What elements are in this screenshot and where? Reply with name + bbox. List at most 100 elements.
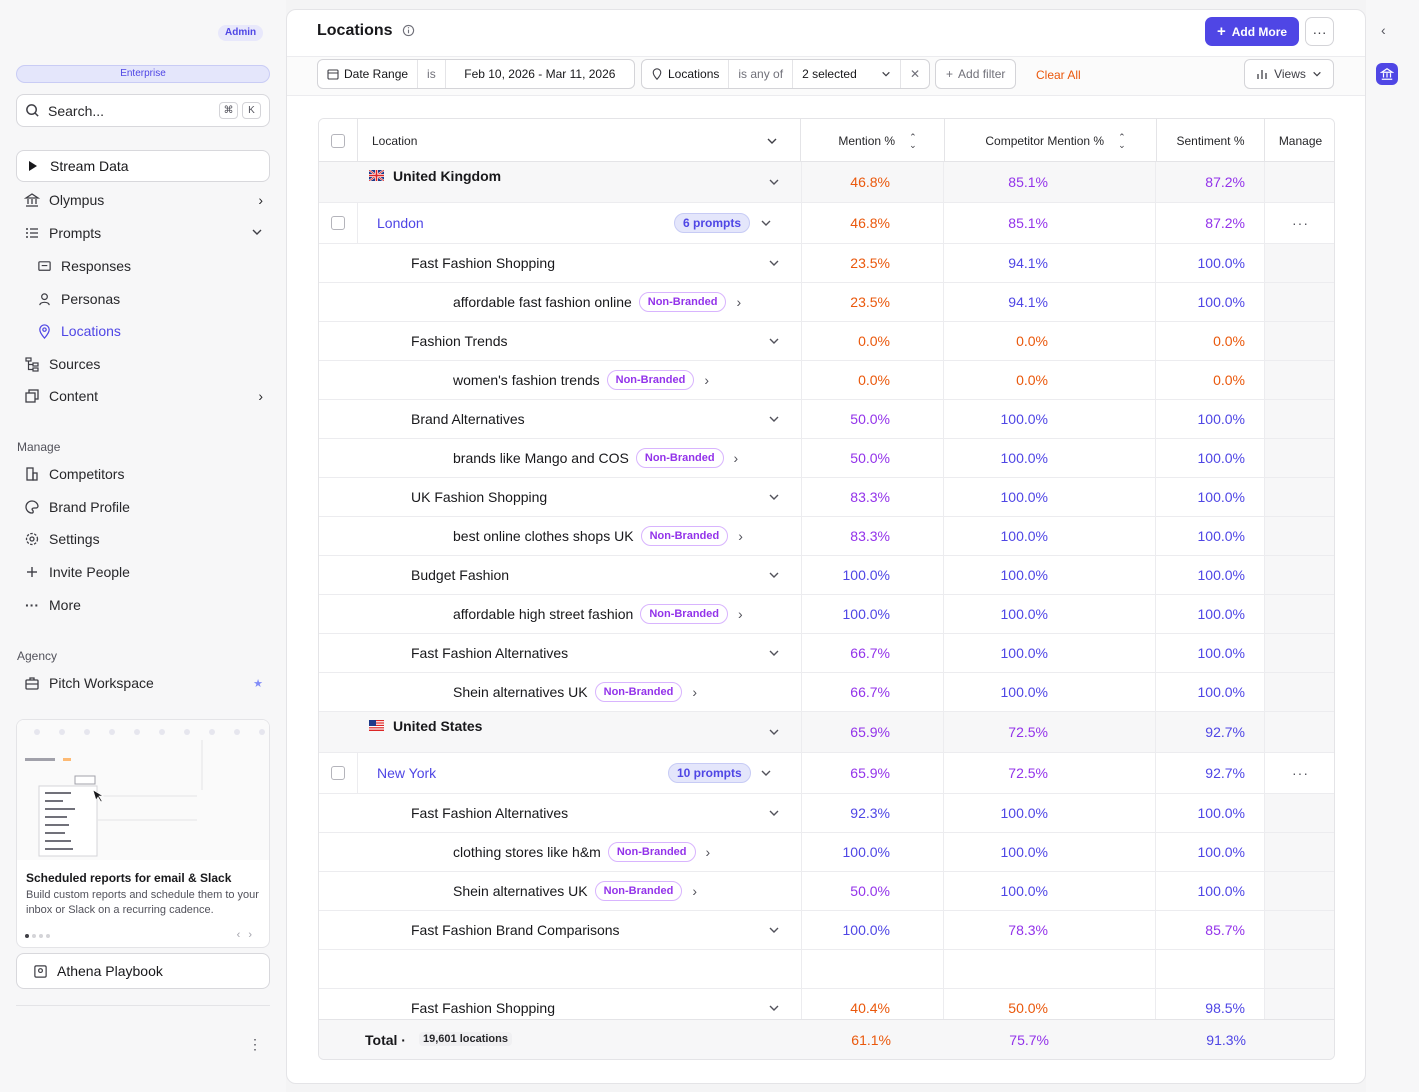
chevron-right-icon[interactable]: › [705,844,711,860]
table-row-topic[interactable]: Brand Alternatives 50.0% 100.0% 100.0% [319,400,1334,439]
column-location[interactable]: Location [358,119,801,162]
sentiment-value: 100.0% [1157,283,1265,321]
views-dropdown[interactable]: Views [1244,59,1334,89]
total-label: Total · [365,1032,406,1048]
info-icon[interactable] [402,24,415,40]
ellipsis-icon: ··· [25,597,39,613]
table-row-prompt[interactable]: women's fashion trends Non-Branded › 0.0% 0.… [319,361,1334,400]
chevron-right-icon[interactable]: › [733,450,739,466]
sidebar-item-invite-people[interactable]: Invite People [16,558,270,586]
non-branded-badge: Non-Branded [607,842,696,862]
table-row-topic[interactable]: Fast Fashion Alternatives 92.3% 100.0% 100.… [319,794,1334,833]
locations-filter-label[interactable]: Locations [642,60,730,88]
chevron-down-icon[interactable] [768,634,780,672]
chevron-down-icon[interactable] [768,794,780,832]
sidebar-item-brand-profile[interactable]: Brand Profile [16,493,270,521]
table-row-prompt[interactable]: best online clothes shops UK Non-Branded ›… [319,517,1334,556]
chevron-right-icon[interactable]: › [692,883,697,899]
row-checkbox[interactable] [319,753,358,793]
promo-card[interactable]: Scheduled reports for email & Slack Buil… [16,719,270,948]
table-row-topic[interactable]: Fast Fashion Shopping 40.4% 50.0% 98.5% [319,989,1334,1028]
chevron-down-icon[interactable] [768,989,780,1027]
sidebar-item-content[interactable]: Content › [16,382,270,410]
locations-filter-value[interactable]: 2 selected [793,60,901,88]
chevron-down-icon[interactable] [768,911,780,949]
athena-playbook-button[interactable]: Athena Playbook [16,953,270,989]
table-row-prompt[interactable]: affordable high street fashion Non-Brande… [319,595,1334,634]
remove-filter-icon[interactable]: ✕ [909,67,920,81]
sidebar-item-sources[interactable]: Sources [16,350,270,378]
table-row-topic[interactable]: Fast Fashion Brand Comparisons 100.0% 78.3… [319,911,1334,950]
chevron-down-icon[interactable] [768,478,780,516]
table-row-prompt[interactable]: clothing stores like h&m Non-Branded › 100.… [319,833,1334,872]
chevron-down-icon[interactable] [768,244,780,282]
table-row-prompt[interactable]: affordable fast fashion online Non-Brande… [319,283,1334,322]
row-checkbox[interactable] [319,203,358,243]
table-row-topic[interactable]: Fashion Trends 0.0% 0.0% 0.0% [319,322,1334,361]
add-filter-button[interactable]: + Add filter [935,59,1017,89]
sidebar-item-prompts[interactable]: Prompts [16,219,270,247]
chevron-down-icon[interactable] [760,753,772,793]
date-filter-operator[interactable]: is [418,60,446,88]
sidebar-item-locations[interactable]: Locations [28,317,270,345]
table-row-prompt[interactable]: brands like Mango and COS Non-Branded › 50.… [319,439,1334,478]
table-row-topic[interactable]: Fast Fashion Alternatives 66.7% 100.0% 100.… [319,634,1334,673]
table-row-topic[interactable]: UK Fashion Shopping 83.3% 100.0% 100.0% [319,478,1334,517]
chevron-down-icon[interactable] [768,162,780,202]
manage-cell [1265,595,1334,633]
sidebar-item-settings[interactable]: Settings [16,525,270,553]
chevron-right-icon[interactable]: › [737,606,743,622]
sidebar-item-more[interactable]: ··· More [16,591,270,619]
chevron-down-icon[interactable] [760,203,772,243]
table-row-location[interactable]: New York 10 prompts 65.9% 72.5% 92.7% ··· [319,753,1334,794]
table-row-prompt[interactable]: Shein alternatives UK Non-Branded › 66.7% 10… [319,673,1334,712]
carousel-arrows[interactable]: ‹› [236,929,260,941]
flag-us-icon [369,718,384,731]
date-filter-label[interactable]: Date Range [318,60,419,88]
chevron-down-icon[interactable] [768,322,780,360]
sentiment-value: 100.0% [1157,244,1265,282]
collapse-panel-icon[interactable]: ‹ [1381,22,1386,38]
vertical-ellipsis-icon[interactable]: ⋮ [248,1036,262,1052]
bank-icon[interactable] [1376,63,1398,85]
chevron-right-icon[interactable]: › [738,528,743,544]
prompts-count-badge[interactable]: 10 prompts [668,753,751,793]
sidebar-item-personas[interactable]: Personas [28,285,270,313]
sidebar-item-olympus[interactable]: Olympus › [16,186,270,214]
date-range-filter[interactable]: Date Range is Feb 10, 2026 - Mar 11, 202… [317,59,635,89]
row-actions-icon[interactable]: ··· [1292,765,1309,781]
sidebar-item-pitch-workspace[interactable]: Pitch Workspace ★ [16,669,270,697]
table-row-location[interactable]: London 6 prompts 46.8% 85.1% 87.2% ··· [319,203,1334,244]
sidebar-item-competitors[interactable]: Competitors [16,460,270,488]
carousel-dots[interactable] [25,934,50,938]
chevron-down-icon[interactable] [768,556,780,594]
table-row-topic[interactable]: Fast Fashion Shopping 23.5% 94.1% 100.0% [319,244,1334,283]
table-row-country[interactable]: United Kingdom 46.8% 85.1% 87.2% [319,162,1334,203]
add-more-button[interactable]: + Add More [1205,17,1299,46]
locations-filter-operator[interactable]: is any of [729,60,794,88]
table-row-topic[interactable]: Budget Fashion 100.0% 100.0% 100.0% [319,556,1334,595]
sentiment-value: 87.2% [1157,162,1265,202]
column-competitor-mention[interactable]: Competitor Mention % ⌃ ⌄ [945,119,1157,162]
stream-data-button[interactable]: Stream Data [16,150,270,182]
locations-table: Location Mention % ⌃ ⌄ Competitor Mention… [318,118,1335,1060]
more-options-button[interactable]: ··· [1305,17,1334,46]
chevron-right-icon[interactable]: › [736,294,742,310]
chevron-right-icon[interactable]: › [692,684,697,700]
search-input[interactable]: Search... ⌘ K [16,94,270,127]
sidebar-item-responses[interactable]: Responses [28,252,270,280]
table-row-prompt[interactable]: Shein alternatives UK Non-Branded › 50.0% 10… [319,872,1334,911]
locations-filter[interactable]: Locations is any of 2 selected ✕ [641,59,930,89]
chevron-down-icon[interactable] [768,712,780,752]
prompts-count-badge[interactable]: 6 prompts [674,203,751,243]
column-sentiment[interactable]: Sentiment % [1157,119,1265,162]
row-actions-icon[interactable]: ··· [1292,215,1309,231]
column-manage-label: Manage [1278,133,1323,148]
table-row-country[interactable]: United States 65.9% 72.5% 92.7% [319,712,1334,753]
column-mention[interactable]: Mention % ⌃ ⌄ [801,119,945,162]
select-all-checkbox[interactable] [319,119,358,162]
chevron-right-icon[interactable]: › [704,372,709,388]
clear-all-button[interactable]: Clear All [1036,68,1081,82]
date-filter-value[interactable]: Feb 10, 2026 - Mar 11, 2026 [464,67,616,81]
chevron-down-icon[interactable] [768,400,780,438]
